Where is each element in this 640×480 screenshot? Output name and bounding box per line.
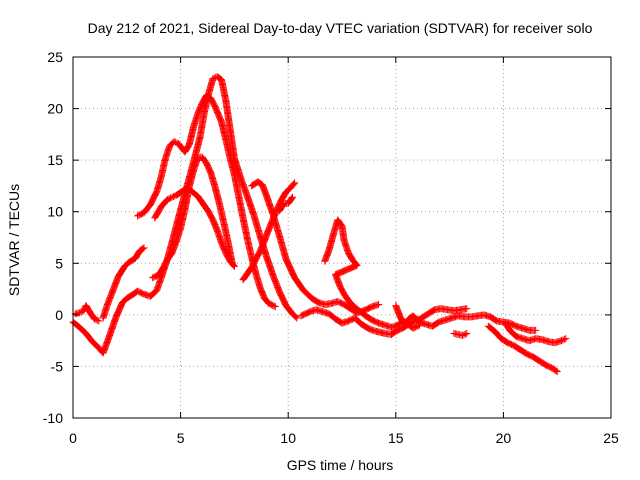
series-markers bbox=[99, 244, 148, 322]
y-tick-label: 20 bbox=[47, 101, 63, 117]
x-tick-label: 25 bbox=[603, 430, 619, 446]
y-tick-label: 15 bbox=[47, 152, 63, 168]
series-track-5 bbox=[149, 153, 236, 282]
series-track-14 bbox=[71, 302, 103, 325]
series-markers bbox=[502, 319, 570, 347]
y-tick-label: -10 bbox=[43, 410, 63, 426]
series-track-2 bbox=[99, 244, 148, 322]
y-axis-label: SDTVAR / TECUs bbox=[6, 184, 22, 296]
x-tick-label: 20 bbox=[496, 430, 512, 446]
series-markers bbox=[71, 302, 103, 325]
data-points bbox=[69, 73, 570, 376]
series-track-13 bbox=[502, 319, 570, 347]
series-track-8 bbox=[321, 216, 423, 332]
series-track-12 bbox=[484, 322, 561, 376]
series-markers bbox=[134, 91, 279, 311]
series-markers bbox=[248, 178, 383, 317]
series-markers bbox=[297, 305, 471, 338]
series-track-15 bbox=[276, 193, 297, 215]
y-tick-label: 25 bbox=[47, 49, 63, 65]
series-track-3 bbox=[134, 91, 279, 311]
series-markers bbox=[321, 216, 423, 332]
series-markers bbox=[276, 193, 297, 215]
x-tick-label: 5 bbox=[177, 430, 185, 446]
y-tick-label: 0 bbox=[55, 307, 63, 323]
series-track-7 bbox=[248, 178, 383, 317]
y-tick-label: 10 bbox=[47, 204, 63, 220]
x-tick-label: 15 bbox=[388, 430, 404, 446]
x-axis-label: GPS time / hours bbox=[287, 457, 394, 473]
series-markers bbox=[149, 153, 236, 282]
y-tick-label: -5 bbox=[51, 358, 64, 374]
axis-ticks: 0 5 10 15 20 25 -10 -5 0 5 10 15 20 25 bbox=[43, 49, 619, 446]
series-markers bbox=[450, 329, 471, 339]
x-tick-label: 10 bbox=[280, 430, 296, 446]
series-track-10 bbox=[392, 302, 540, 334]
series-markers bbox=[484, 322, 561, 376]
chart-title: Day 212 of 2021, Sidereal Day-to-day VTE… bbox=[88, 20, 593, 36]
grid-lines bbox=[73, 57, 611, 418]
plot-frame bbox=[72, 56, 612, 419]
series-track-11 bbox=[450, 329, 471, 339]
x-tick-label: 0 bbox=[69, 430, 77, 446]
series-markers bbox=[392, 302, 540, 334]
y-tick-label: 5 bbox=[55, 255, 63, 271]
series-track-9 bbox=[297, 305, 471, 338]
